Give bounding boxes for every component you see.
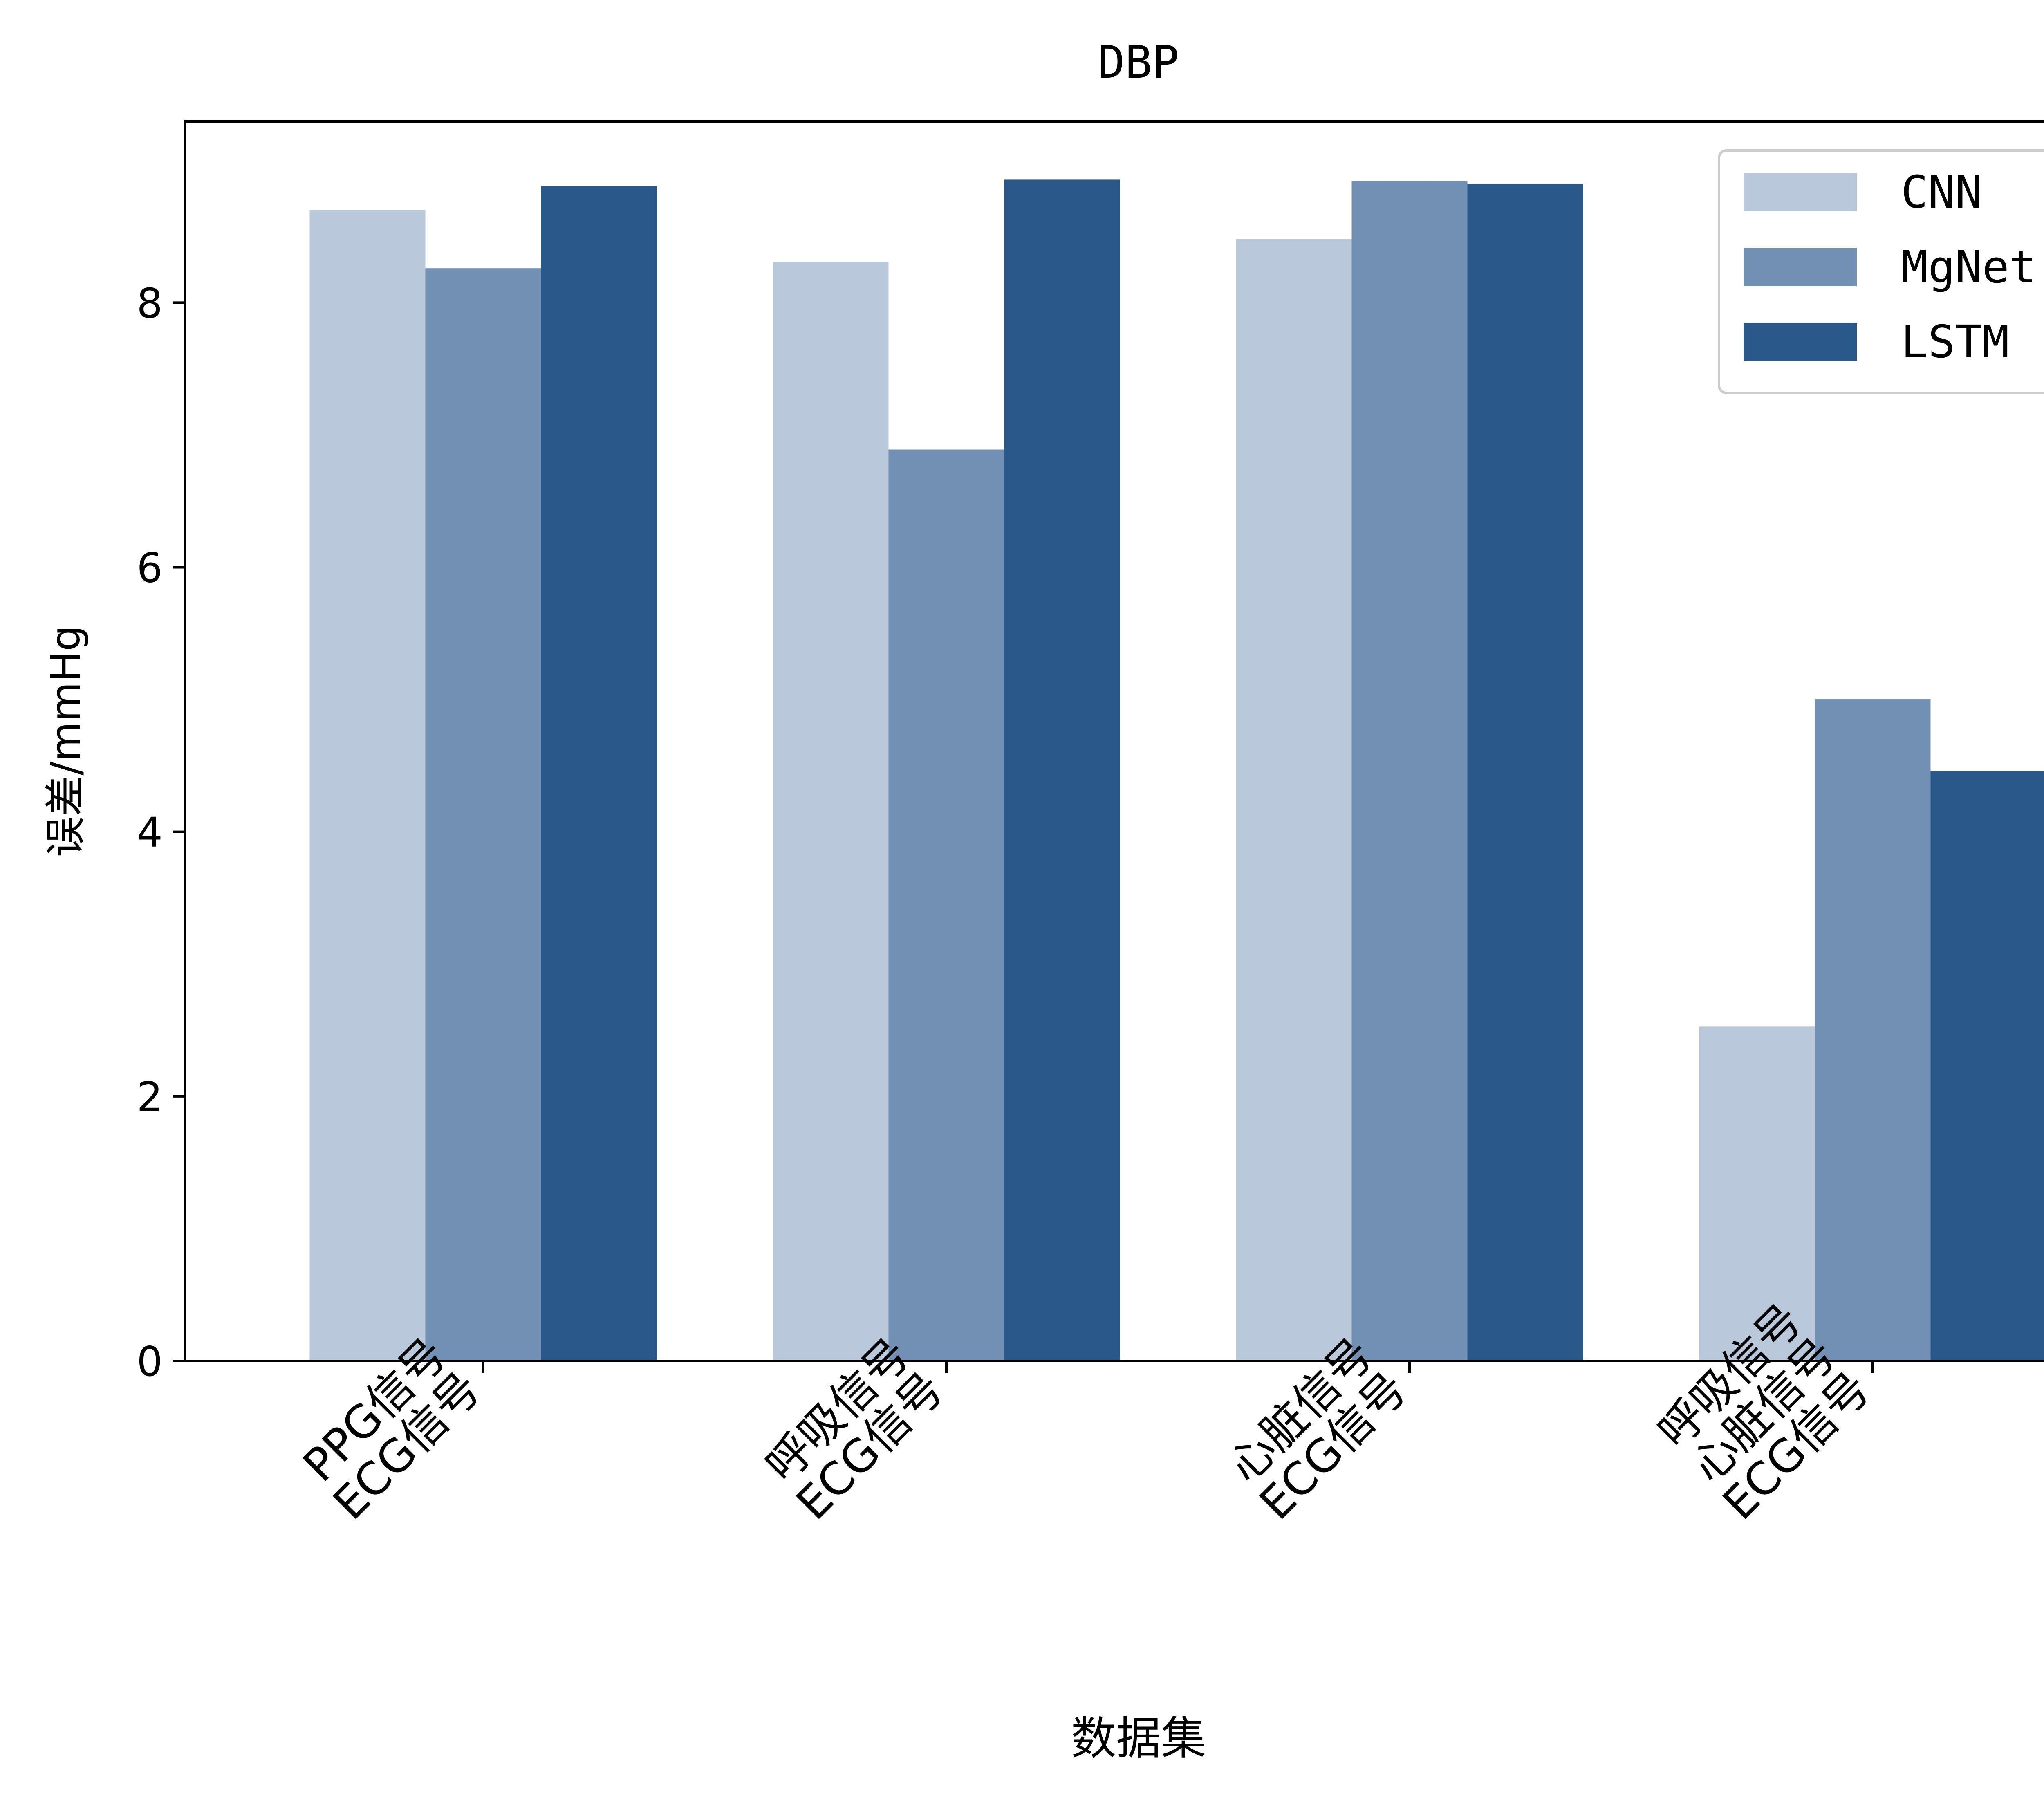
legend-label-lstm: LSTM [1901,316,2009,368]
bar-lstm-4 [1931,771,2044,1361]
y-axis-label: 误差/mmHg [42,625,90,857]
bar-mgnet-1 [426,268,541,1361]
bar-mgnet-3 [1352,181,1468,1361]
legend: CNN MgNet LSTM [1719,150,2044,393]
legend-swatch-lstm [1744,323,1857,361]
bar-cnn-2 [773,262,889,1361]
legend-swatch-mgnet [1744,248,1857,286]
y-tick-label-0: 0 [137,1338,163,1385]
y-tick-label-4: 4 [137,809,163,856]
y-tick-label-2: 2 [137,1073,163,1121]
y-tick-label-6: 6 [137,544,163,592]
bar-mgnet-2 [889,450,1004,1361]
legend-label-cnn: CNN [1901,166,1982,218]
legend-swatch-cnn [1744,173,1857,211]
bar-cnn-3 [1236,239,1352,1361]
bar-cnn-1 [310,210,426,1361]
bar-lstm-1 [541,186,657,1361]
y-tick-label-8: 8 [137,279,163,327]
bar-lstm-2 [1004,179,1120,1361]
legend-label-mgnet: MgNet [1901,241,2036,293]
bar-cnn-4 [1699,1026,1815,1361]
bar-lstm-3 [1468,184,1583,1361]
x-axis-label: 数据集 [1071,1712,1206,1764]
chart-title: DBP [1098,36,1179,88]
bar-mgnet-4 [1815,699,1931,1361]
